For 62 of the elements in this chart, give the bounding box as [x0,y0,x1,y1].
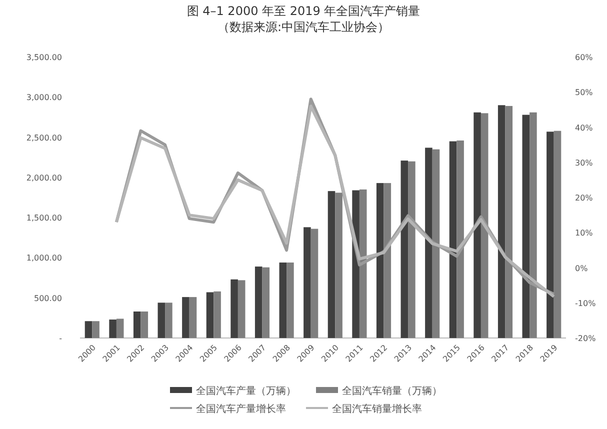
bar [165,302,172,338]
bar [230,279,238,338]
bar [254,266,262,338]
bar [400,160,408,338]
bar [158,302,166,338]
bar [109,320,116,338]
bar [304,227,311,338]
y-tick-label: 3,500.00 [26,53,62,62]
legend-label: 全国汽车产量（万辆） [196,385,296,397]
bar [449,141,457,338]
y2-tick-label: -20% [575,334,596,343]
y-tick-label: 1,000.00 [26,254,62,263]
y-tick-label: 1,500.00 [26,214,62,223]
y2-tick-label: 10% [575,228,594,238]
bar [530,112,537,338]
bar [376,183,384,338]
chart-title: 图 4–1 2000 年至 2019 年全国汽车产销量 [186,4,420,18]
bar [262,267,270,338]
bar [116,318,124,338]
y-tick-label: 500.00 [34,294,62,303]
bar [133,312,141,338]
y2-tick-label: 40% [575,123,594,132]
legend-label: 全国汽车销量（万辆） [342,385,442,397]
bar [408,161,416,338]
bar [505,106,513,338]
legend-label: 全国汽车销量增长率 [332,403,422,415]
y-tick-label: 2,000.00 [26,173,62,182]
y-tick-label: 2,500.00 [26,133,62,142]
bar [474,112,481,338]
bar [214,291,221,338]
bar [546,132,554,338]
legend-label: 全国汽车产量增长率 [196,403,286,415]
bar [286,262,294,338]
bar [84,321,92,338]
bar [310,228,318,338]
bar [328,191,336,338]
bar [189,297,197,338]
bar [432,149,440,338]
bar [238,280,246,338]
bar [522,114,530,338]
y2-tick-label: 0% [575,264,588,273]
bar [140,312,148,338]
bar [425,148,432,338]
chart-subtitle: （数据来源:中国汽车工业协会） [217,20,390,34]
y-tick-label: 3,000.00 [26,93,62,102]
y2-tick-label: 60% [575,53,594,62]
bar [92,321,100,338]
bar [456,140,464,338]
bar [498,105,506,338]
bar [206,292,214,338]
y2-tick-label: 30% [575,158,594,168]
bar [480,113,488,338]
y2-tick-label: -10% [575,298,596,308]
bar [554,130,562,338]
bar [279,262,287,338]
y2-tick-label: 50% [575,88,594,98]
bar [359,189,367,338]
bar [384,183,392,338]
y2-tick-label: 20% [575,194,594,202]
y-tick-label: - [59,334,62,343]
bar [335,192,342,338]
bar [182,297,190,338]
